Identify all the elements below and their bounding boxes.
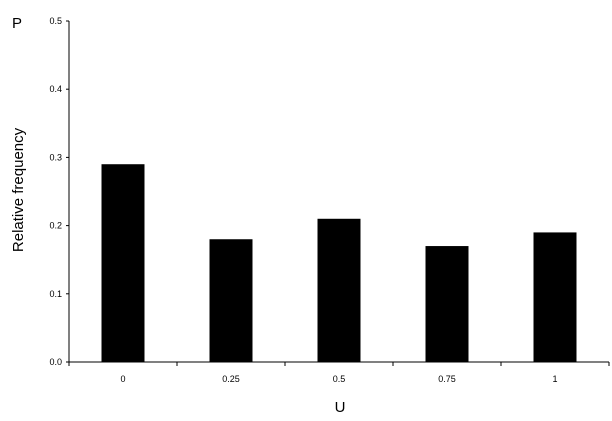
y-tick-label: 0.1 — [49, 289, 62, 299]
y-tick-label: 0.5 — [49, 16, 62, 26]
y-tick-label: 0.2 — [49, 221, 62, 231]
x-tick-label: 0.5 — [333, 374, 346, 384]
x-tick-label: 0 — [120, 374, 125, 384]
bar-0.25 — [209, 239, 253, 362]
x-tick-label: 1 — [552, 374, 557, 384]
y-tick-label: 0.4 — [49, 84, 62, 94]
y-tick-label: 0.0 — [49, 357, 62, 367]
x-axis-label: U — [335, 399, 346, 416]
bar-0.75 — [425, 246, 469, 362]
y-tick-label: 0.3 — [49, 152, 62, 162]
panel-label: P — [12, 15, 22, 32]
y-axis-label: Relative frequency — [10, 127, 27, 252]
bar-1 — [533, 232, 577, 362]
bar-0 — [101, 164, 145, 362]
x-tick-label: 0.25 — [222, 374, 240, 384]
bar-0.5 — [317, 218, 361, 362]
x-tick-label: 0.75 — [438, 374, 456, 384]
